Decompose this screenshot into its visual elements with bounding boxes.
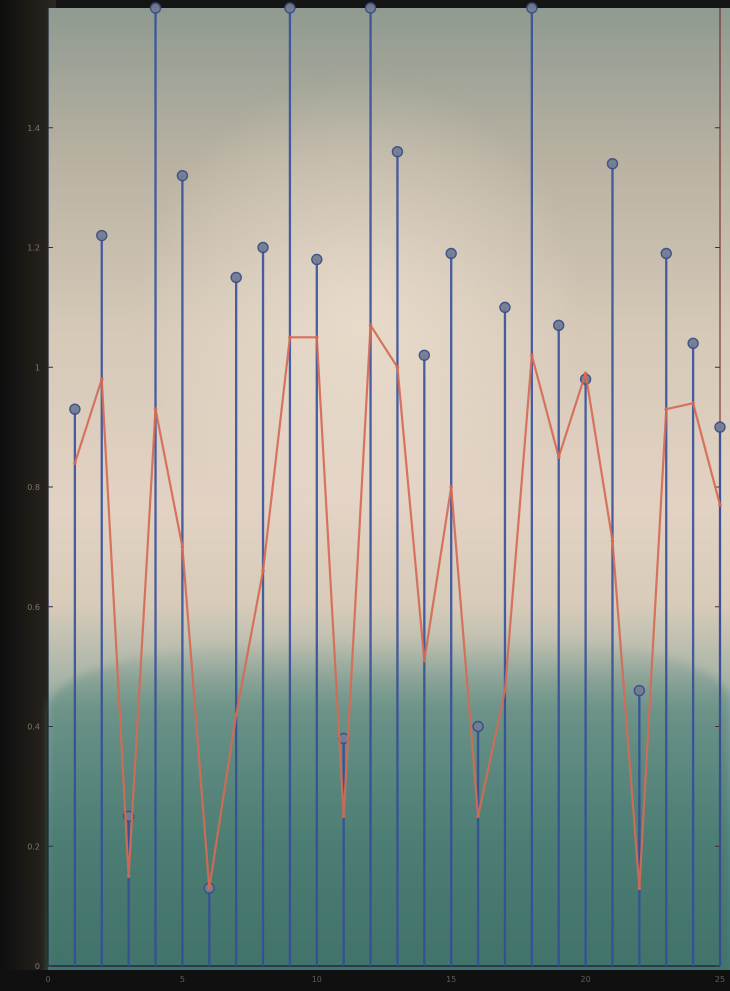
line-point (315, 335, 319, 340)
line-point (449, 485, 454, 489)
stem-marker (69, 403, 81, 415)
stem-marker (311, 253, 323, 266)
x-tick-label: 5 (180, 975, 185, 984)
line-point (610, 539, 615, 543)
line-point (368, 323, 373, 328)
line-point (395, 365, 400, 370)
y-tick-label: 1.2 (27, 244, 40, 253)
stem-marker (149, 2, 162, 14)
line-point (476, 814, 480, 819)
line-point (73, 461, 77, 465)
line-point (503, 688, 507, 693)
stem-marker (391, 145, 404, 158)
x-tick-label: 10 (312, 975, 322, 984)
left-shadow (0, 0, 56, 991)
y-tick-label: 1.4 (27, 124, 40, 133)
stem-marker (633, 684, 646, 697)
line-point (207, 886, 212, 890)
stem-marker (284, 2, 296, 14)
y-tick-label: 0.6 (27, 603, 40, 612)
bottom-dark-border (0, 970, 730, 991)
stem-marker (418, 349, 431, 361)
line-point (99, 377, 104, 382)
line-point (718, 503, 722, 507)
stem-marker (526, 2, 538, 14)
stem-marker (606, 157, 619, 170)
stem-marker (660, 247, 672, 260)
line-point (664, 407, 669, 411)
stem-marker (553, 319, 565, 332)
stem-marker (364, 2, 377, 14)
y-tick-label: 0 (35, 962, 40, 971)
x-tick-label: 25 (715, 975, 725, 984)
line-point (691, 401, 695, 405)
stem-marker (445, 247, 457, 260)
line-point (422, 658, 427, 663)
line-point (234, 712, 238, 717)
y-tick-label: 0.2 (27, 842, 40, 851)
line-point (556, 455, 561, 459)
line-point (261, 569, 265, 573)
y-tick-label: 0.4 (27, 723, 40, 732)
stem-marker (472, 720, 484, 733)
line-point (288, 335, 292, 340)
line-point (126, 874, 131, 878)
x-tick-label: 15 (446, 975, 456, 984)
line-series (73, 323, 722, 890)
stem-marker (714, 421, 726, 433)
line-point (583, 371, 588, 376)
x-tick-label: 0 (45, 975, 50, 984)
line-point (530, 353, 534, 358)
line-point (153, 407, 158, 411)
line-point (637, 886, 642, 890)
y-tick-label: 0.8 (27, 483, 40, 492)
stem-marker (499, 301, 511, 314)
axes-layer (47, 8, 721, 967)
lower-teal-area (48, 640, 730, 980)
line-point (180, 545, 185, 549)
stem-marker (687, 337, 699, 349)
stem-series (69, 2, 726, 966)
stem-marker (176, 169, 189, 182)
x-tick-label: 20 (581, 975, 591, 984)
line-point (341, 814, 346, 819)
stem-marker (230, 271, 242, 284)
y-tick-label: 1 (35, 363, 40, 372)
tick-labels: 0 0.2 0.4 0.6 0.8 1 1.2 1.4 0 5 10 15 20 25 (27, 124, 725, 984)
stem-marker (96, 229, 108, 242)
stem-marker (257, 241, 269, 254)
